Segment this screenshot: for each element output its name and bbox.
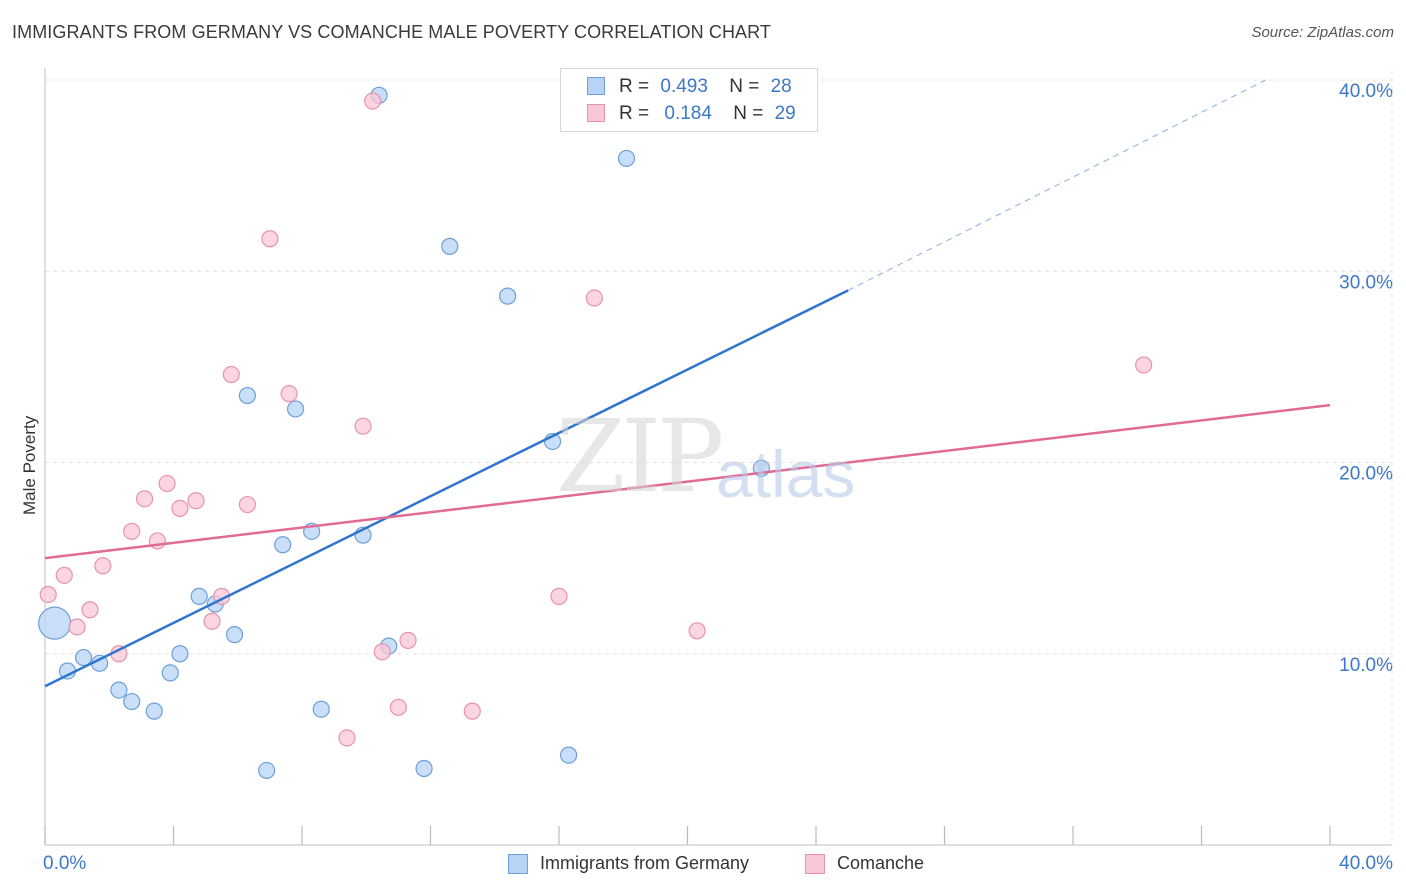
germany-point [110, 681, 128, 699]
comanche-point [585, 289, 603, 307]
n-label: N = [729, 76, 760, 97]
comanche-point [373, 643, 391, 661]
germany-point [286, 400, 305, 418]
germany-trend-line [44, 289, 849, 688]
legend-swatch-germany [587, 77, 605, 95]
comanche-point [354, 417, 372, 435]
comanche-point [399, 631, 417, 649]
y-axis-label: Male Poverty [20, 415, 39, 515]
n-value: 28 [770, 76, 792, 97]
x-tick-label: 40.0% [1339, 853, 1393, 874]
germany-point [171, 645, 189, 663]
y-tick-label: 40.0% [1339, 81, 1393, 102]
chart-title: IMMIGRANTS FROM GERMANY VS COMANCHE MALE… [12, 22, 772, 42]
comanche-point [364, 92, 382, 110]
y-tick-label: 20.0% [1339, 464, 1393, 485]
legend-text-germany: R = 0.493 N = 28 [619, 76, 792, 98]
comanche-point [68, 618, 86, 636]
legend-label-germany: Immigrants from Germany [540, 853, 750, 873]
legend-swatch-comanche [805, 854, 825, 874]
y-axis-label-wrap: Male Poverty [16, 416, 39, 655]
comanche-point [81, 601, 99, 619]
comanche-point [1135, 356, 1153, 374]
comanche-point [338, 729, 356, 747]
r-label: R = [619, 76, 650, 97]
y-tick-label: 10.0% [1339, 655, 1393, 676]
watermark-atlas: atlas [716, 437, 856, 511]
germany-point [38, 606, 72, 640]
germany-point [274, 536, 292, 554]
comanche-point [39, 585, 57, 604]
r-label: R = [619, 103, 650, 124]
germany-point [123, 692, 141, 711]
comanche-point [94, 557, 112, 575]
legend-swatch-comanche [587, 104, 605, 122]
germany-trend-extension [847, 79, 1267, 291]
germany-point [145, 702, 163, 720]
comanche-point [463, 702, 481, 720]
germany-point [415, 759, 433, 778]
legend-swatch-germany [508, 854, 528, 874]
germany-point [312, 700, 330, 718]
germany-point [617, 149, 636, 168]
comanche-point [688, 622, 706, 640]
r-value: 0.493 [660, 76, 708, 97]
comanche-point [135, 490, 154, 508]
comanche-point [261, 230, 279, 248]
germany-point [74, 648, 93, 667]
y-tick-label: 30.0% [1339, 272, 1393, 293]
germany-point [225, 626, 244, 644]
comanche-point [280, 385, 298, 403]
germany-point [499, 287, 517, 305]
comanche-point [389, 698, 407, 716]
watermark-zip: ZIP [556, 398, 724, 515]
comanche-point [222, 365, 240, 384]
comanche-point [550, 587, 568, 605]
x-tick-label: 0.0% [43, 853, 86, 874]
n-label: N = [733, 103, 764, 124]
comanche-point [238, 495, 256, 514]
comanche-point [203, 612, 221, 630]
comanche-point [158, 474, 176, 493]
correlation-legend: R = 0.493 N = 28 R = 0.184 N = 29 [560, 68, 818, 132]
germany-point [258, 761, 276, 780]
source-label: Source: ZipAtlas.com [1251, 24, 1394, 41]
r-value: 0.184 [664, 103, 712, 124]
germany-point [161, 664, 179, 682]
germany-point [238, 386, 256, 405]
legend-text-comanche: R = 0.184 N = 29 [619, 103, 796, 125]
legend-label-comanche: Comanche [837, 853, 925, 873]
germany-point [190, 587, 208, 605]
n-value: 29 [774, 103, 796, 124]
comanche-trend-line [44, 403, 1331, 560]
germany-point [441, 237, 459, 255]
comanche-point [123, 522, 141, 540]
comanche-point [187, 492, 205, 510]
comanche-point [171, 499, 189, 517]
germany-point [560, 746, 578, 764]
series-legend: Immigrants from Germany Comanche [0, 852, 1406, 878]
comanche-point [55, 566, 73, 584]
